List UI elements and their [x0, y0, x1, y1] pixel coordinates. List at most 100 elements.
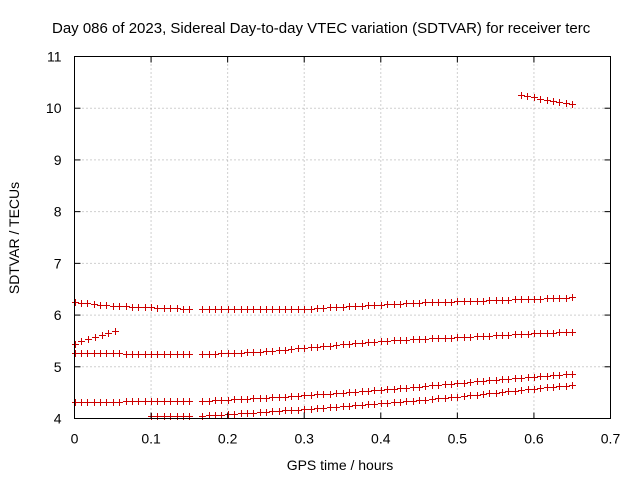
data-point	[269, 306, 276, 313]
data-point	[238, 410, 245, 417]
data-point	[531, 94, 538, 101]
data-point	[480, 391, 487, 398]
data-point	[378, 387, 385, 394]
data-point	[544, 384, 551, 391]
data-point	[199, 398, 206, 405]
data-point	[435, 299, 442, 306]
data-point	[340, 341, 347, 348]
data-point	[161, 305, 168, 312]
data-point	[212, 351, 219, 358]
data-point	[518, 375, 525, 382]
data-point	[493, 377, 500, 384]
data-point	[218, 397, 225, 404]
data-point	[212, 306, 219, 313]
data-point	[135, 351, 142, 358]
data-point	[180, 306, 187, 313]
data-point	[435, 395, 442, 402]
data-point	[454, 380, 461, 387]
data-point	[403, 385, 410, 392]
data-point	[314, 344, 321, 351]
data-point	[276, 347, 283, 354]
data-point	[505, 376, 512, 383]
data-point	[314, 405, 321, 412]
series-track-a	[72, 294, 576, 313]
data-point	[486, 297, 493, 304]
data-point	[467, 392, 474, 399]
data-point	[257, 395, 264, 402]
data-point	[569, 382, 576, 389]
data-point	[340, 403, 347, 410]
data-point	[91, 399, 98, 406]
data-point	[78, 350, 85, 357]
data-point	[493, 297, 500, 304]
series-track-e	[148, 382, 576, 420]
data-point	[524, 93, 531, 100]
data-point	[448, 335, 455, 342]
data-point	[99, 332, 106, 339]
data-point	[218, 412, 225, 419]
data-point	[499, 332, 506, 339]
data-point	[161, 351, 168, 358]
data-point	[556, 383, 563, 390]
data-point	[301, 406, 308, 413]
data-point	[231, 411, 238, 418]
data-point	[320, 343, 327, 350]
data-point	[422, 336, 429, 343]
data-point	[154, 398, 161, 405]
data-point	[378, 302, 385, 309]
data-point	[410, 384, 417, 391]
data-point	[129, 351, 136, 358]
x-tick-label: 0.6	[524, 431, 544, 447]
data-point	[410, 300, 417, 307]
data-point	[359, 340, 366, 347]
data-point	[550, 372, 557, 379]
data-point	[448, 394, 455, 401]
data-point	[269, 348, 276, 355]
y-axis-label: SDTVAR / TECUs	[6, 182, 22, 294]
data-point	[550, 295, 557, 302]
data-point	[537, 330, 544, 337]
data-point	[403, 398, 410, 405]
data-point	[231, 350, 238, 357]
data-point	[359, 303, 366, 310]
data-point	[206, 306, 213, 313]
data-point	[391, 399, 398, 406]
data-point	[486, 377, 493, 384]
data-point	[174, 305, 181, 312]
data-point	[123, 398, 130, 405]
data-point	[148, 351, 155, 358]
data-point	[78, 300, 85, 307]
data-point	[359, 402, 366, 409]
data-point	[244, 306, 251, 313]
y-tick-label: 11	[47, 49, 62, 65]
data-point	[148, 304, 155, 311]
data-point	[569, 371, 576, 378]
data-point	[103, 399, 110, 406]
data-point	[186, 306, 193, 313]
data-point	[206, 398, 213, 405]
y-tick-label: 4	[54, 411, 62, 427]
x-tick-label: 0.3	[294, 431, 314, 447]
data-point	[250, 349, 257, 356]
data-point	[186, 351, 193, 358]
data-point	[397, 385, 404, 392]
data-point	[276, 306, 283, 313]
data-point	[269, 408, 276, 415]
data-point	[454, 334, 461, 341]
data-point	[116, 350, 123, 357]
data-point	[282, 407, 289, 414]
data-point	[512, 388, 519, 395]
data-point	[269, 394, 276, 401]
data-point	[180, 398, 187, 405]
data-point	[97, 302, 104, 309]
data-point	[238, 396, 245, 403]
data-point	[525, 296, 532, 303]
data-point	[474, 392, 481, 399]
data-point	[544, 373, 551, 380]
data-point	[442, 299, 449, 306]
data-point	[112, 328, 119, 335]
data-point	[544, 97, 551, 104]
chart-title: Day 086 of 2023, Sidereal Day-to-day VTE…	[52, 20, 591, 37]
x-tick-label: 0.5	[448, 431, 468, 447]
data-point	[142, 351, 149, 358]
